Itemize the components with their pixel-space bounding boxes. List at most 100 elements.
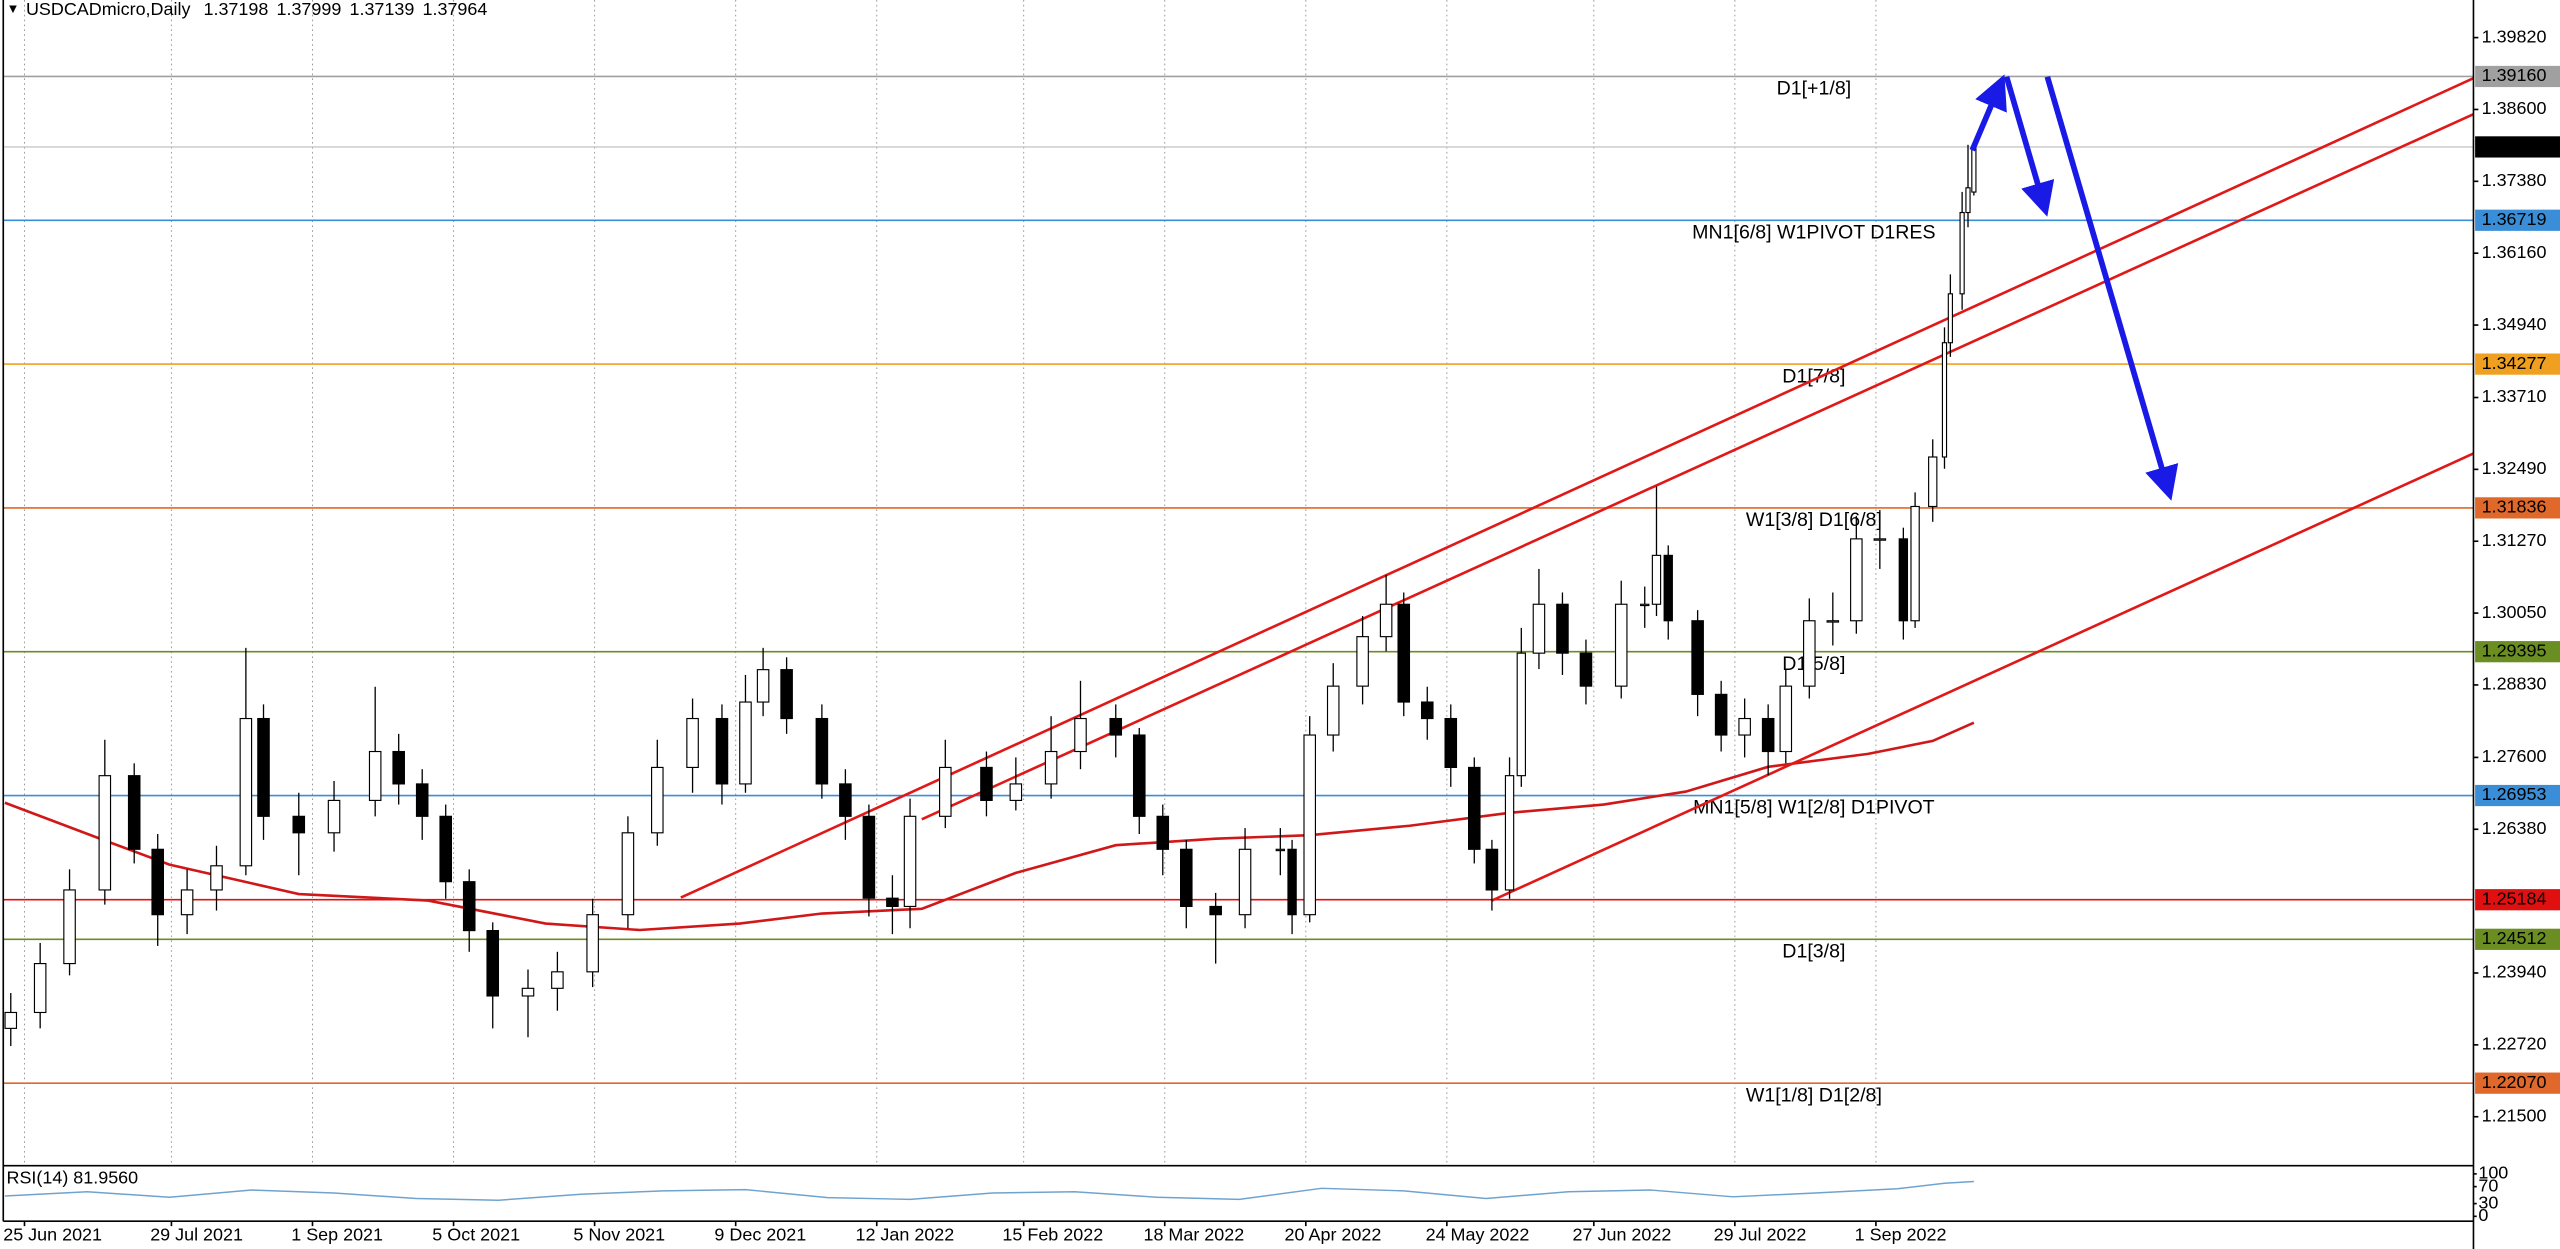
price-box [2475, 889, 2560, 911]
candle-body [715, 717, 729, 785]
candle-body [1156, 815, 1170, 850]
candle-body [521, 987, 535, 997]
candle-body [1009, 783, 1023, 801]
candle-body [1485, 848, 1499, 891]
candle-body [392, 750, 405, 785]
candle-body [1209, 905, 1222, 916]
candle-body [257, 717, 270, 817]
candle-body [1691, 620, 1704, 695]
level-label: W1[1/8] D1[2/8] [1746, 1084, 1882, 1106]
overlays [4, 77, 2475, 1201]
trendline [921, 112, 2475, 821]
candle-body [1803, 620, 1816, 687]
x-tick-label: 25 Jun 2021 [3, 1225, 102, 1245]
rsi-tick-label: 30 [2478, 1192, 2498, 1212]
y-tick-label: 1.36160 [2482, 242, 2547, 262]
candle-body [1640, 603, 1650, 607]
candle-body [1898, 538, 1909, 622]
candle-body [63, 889, 76, 965]
candle-body [486, 930, 500, 997]
candle-body [1132, 734, 1146, 817]
level-label: MN1[6/8] W1PIVOT D1RES [1692, 221, 1935, 243]
price-box-label: 1.34277 [2482, 353, 2547, 373]
candle-body [1873, 538, 1887, 541]
candle-body [180, 889, 194, 916]
candle-body [1468, 766, 1481, 850]
candle-body [1614, 603, 1628, 687]
price-box [2475, 784, 2560, 807]
candle-body [327, 799, 341, 834]
price-box-label: 1.31836 [2482, 497, 2547, 517]
candle-body [1326, 685, 1340, 736]
candle-body [4, 1011, 18, 1029]
candle-body [239, 717, 253, 867]
candle-body [33, 963, 47, 1014]
y-tick-label: 1.39820 [2482, 26, 2547, 46]
candle-body [1941, 342, 1948, 458]
price-box-label: 1.39160 [2482, 65, 2547, 85]
price-box-label: 1.29395 [2482, 640, 2547, 660]
y-tick-label: 1.26380 [2482, 818, 2547, 838]
candle-body [1109, 717, 1123, 736]
y-tick-label: 1.21500 [2482, 1105, 2547, 1125]
candle-body [780, 669, 793, 720]
price-box-label: 1.36719 [2482, 209, 2547, 229]
level-label: D1[7/8] [1782, 365, 1845, 387]
candle-body [1356, 636, 1369, 687]
candle-body [862, 815, 876, 899]
rsi-tick-label: 100 [2478, 1163, 2508, 1183]
candle-body [1444, 717, 1458, 768]
y-tick-label: 1.32490 [2482, 458, 2547, 478]
candle-body [1303, 734, 1317, 916]
level-label: MN1[5/8] W1[2/8] D1PIVOT [1693, 797, 1935, 819]
candle-body [1579, 652, 1593, 687]
y-tick-label: 1.30050 [2482, 602, 2547, 622]
candle-body [1397, 603, 1411, 703]
candle-body [980, 766, 993, 801]
current-price-label: 1.37964 [2482, 136, 2547, 156]
header-high: 1.37999 [277, 0, 342, 19]
candle-body [651, 766, 664, 834]
trendline [680, 77, 2475, 899]
candle-body [1074, 717, 1087, 753]
price-box [2475, 65, 2560, 88]
candle-body [415, 783, 429, 817]
x-tick-label: 24 May 2022 [1426, 1225, 1530, 1245]
current-price-box [2475, 136, 2560, 158]
candle-body [1959, 211, 1965, 295]
candle-body [1663, 554, 1673, 622]
candle-body [621, 832, 635, 916]
candle-body [1044, 750, 1058, 785]
candle-body [1965, 187, 1971, 214]
y-tick-label: 1.34940 [2482, 314, 2547, 334]
arrow [2044, 75, 2179, 501]
candle-body [98, 775, 112, 891]
level-label: W1[3/8] D1[6/8] [1746, 509, 1882, 531]
price-box [2475, 497, 2560, 519]
candle-body [210, 865, 223, 891]
candle-body [1238, 848, 1252, 916]
header-close: 1.37964 [423, 0, 488, 19]
price-box-label: 1.24512 [2482, 928, 2547, 948]
y-tick-label: 1.28830 [2482, 674, 2547, 694]
candle-body [462, 881, 476, 932]
candle-body [1275, 848, 1286, 852]
candle-body [1738, 717, 1751, 736]
candle-body [686, 717, 699, 768]
candle-body [1532, 603, 1546, 654]
moving-average [4, 721, 1975, 932]
candle-body [551, 971, 564, 989]
candle-body [1556, 603, 1569, 654]
candle-body [1928, 456, 1938, 508]
candle-body [127, 775, 141, 850]
candle-body [586, 914, 599, 973]
price-box [2475, 641, 2560, 663]
candle-body [903, 815, 917, 908]
candle-body [1779, 685, 1793, 753]
candle-body [1850, 538, 1863, 622]
x-tick-label: 29 Jul 2021 [150, 1225, 243, 1245]
x-tick-label: 1 Sep 2021 [291, 1225, 383, 1245]
x-tick-label: 9 Dec 2021 [714, 1225, 806, 1245]
